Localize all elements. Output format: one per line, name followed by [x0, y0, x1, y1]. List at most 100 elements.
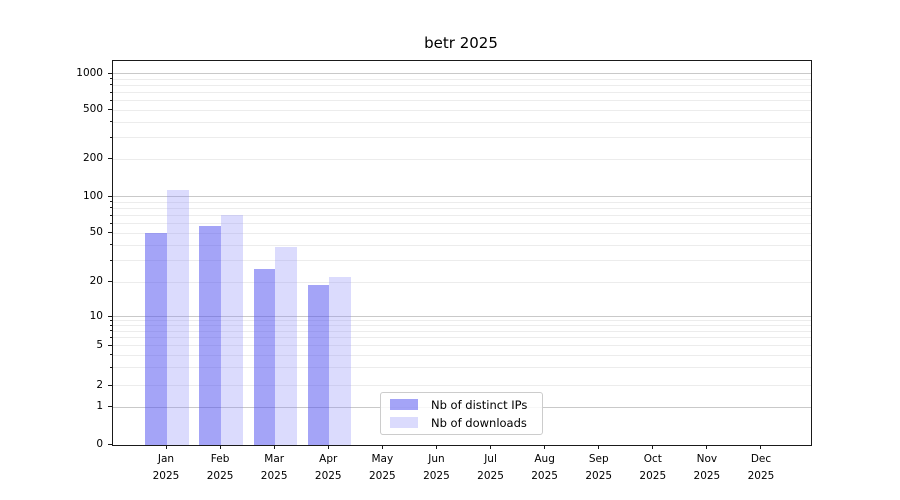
bar-downloads-feb: [221, 215, 243, 445]
xtick-mark-jun: [435, 445, 437, 449]
bar-downloads-apr: [329, 277, 351, 445]
legend-row-downloads: Nb of downloads: [390, 416, 542, 430]
legend: Nb of distinct IPs Nb of downloads: [380, 392, 543, 435]
xtick-label-apr: Apr 2025: [314, 453, 342, 482]
ytick-mark-500: [108, 109, 112, 111]
minor-gridline-8: [113, 325, 811, 327]
minor-gridline-50: [113, 233, 811, 234]
ytick-mark-50: [108, 232, 112, 234]
xtick-label-aug: Aug 2025: [531, 453, 558, 482]
minor-gridline-300: [113, 137, 811, 139]
ytick-label-100: 100: [82, 189, 103, 202]
xtick-mark-sep: [598, 445, 600, 449]
xtick-label-nov: Nov 2025: [693, 453, 721, 482]
ytick-minor-mark-6: [110, 336, 112, 338]
ytick-label-5: 5: [96, 338, 103, 351]
xtick-label-jan: Jan 2025: [152, 453, 180, 482]
xtick-mark-nov: [706, 445, 708, 449]
ytick-minor-mark-900: [110, 78, 112, 80]
ytick-mark-2: [108, 384, 112, 386]
minor-gridline-30: [113, 260, 811, 262]
ytick-minor-mark-9: [110, 319, 112, 321]
xtick-mark-jul: [490, 445, 492, 449]
ytick-minor-mark-3: [110, 366, 112, 368]
ytick-label-10: 10: [89, 309, 103, 322]
minor-gridline-90: [113, 201, 811, 203]
minor-gridline-800: [113, 84, 811, 86]
xtick-label-sep: Sep 2025: [585, 453, 613, 482]
ytick-minor-mark-40: [110, 244, 112, 246]
ytick-minor-mark-600: [110, 99, 112, 101]
ytick-label-200: 200: [82, 152, 103, 165]
minor-gridline-400: [113, 121, 811, 123]
xtick-label-oct: Oct 2025: [639, 453, 667, 482]
ytick-minor-mark-80: [110, 207, 112, 209]
ytick-mark-10: [108, 315, 112, 317]
plot-area: Nb of distinct IPs Nb of downloads: [112, 60, 812, 446]
ytick-mark-1000: [108, 72, 112, 74]
minor-gridline-200: [113, 159, 811, 160]
ytick-minor-mark-300: [110, 136, 112, 138]
minor-gridline-600: [113, 100, 811, 102]
xtick-label-feb: Feb 2025: [206, 453, 234, 482]
ytick-minor-mark-90: [110, 201, 112, 203]
bar-downloads-mar: [275, 247, 297, 445]
xtick-mark-jan: [165, 445, 167, 449]
xtick-label-may: May 2025: [368, 453, 396, 482]
xtick-mark-dec: [760, 445, 762, 449]
ytick-minor-mark-700: [110, 91, 112, 93]
ytick-mark-1: [108, 406, 112, 408]
major-gridline-1000: [113, 73, 811, 75]
minor-gridline-4: [113, 354, 811, 356]
minor-gridline-40: [113, 244, 811, 246]
ytick-minor-mark-400: [110, 121, 112, 123]
minor-gridline-9: [113, 320, 811, 322]
ytick-label-1000: 1000: [76, 66, 103, 79]
minor-gridline-2: [113, 385, 811, 387]
xtick-label-jul: Jul 2025: [477, 453, 504, 482]
xtick-label-jun: Jun 2025: [423, 453, 450, 482]
major-gridline-100: [113, 196, 811, 198]
ytick-mark-20: [108, 280, 112, 282]
ytick-mark-0: [108, 443, 112, 445]
xtick-mark-feb: [219, 445, 221, 449]
bar-downloads-jan: [167, 189, 189, 445]
ytick-label-20: 20: [89, 274, 103, 287]
bar-distinct-ips-feb: [199, 226, 222, 445]
ytick-minor-mark-4: [110, 354, 112, 356]
chart-title: betr 2025: [424, 34, 498, 52]
ytick-label-0: 0: [96, 437, 103, 450]
minor-gridline-700: [113, 92, 811, 94]
minor-gridline-70: [113, 215, 811, 217]
bar-distinct-ips-apr: [307, 285, 330, 445]
legend-row-distinct-ips: Nb of distinct IPs: [390, 398, 542, 412]
ytick-minor-mark-70: [110, 214, 112, 216]
ytick-minor-mark-30: [110, 259, 112, 261]
legend-label-downloads: Nb of downloads: [431, 415, 527, 430]
xtick-mark-aug: [544, 445, 546, 449]
minor-gridline-20: [113, 281, 811, 283]
minor-gridline-60: [113, 223, 811, 225]
ytick-label-50: 50: [89, 226, 103, 239]
ytick-mark-5: [108, 344, 112, 346]
ytick-minor-mark-800: [110, 84, 112, 86]
minor-gridline-900: [113, 78, 811, 80]
bar-distinct-ips-jan: [145, 232, 167, 445]
ytick-minor-mark-8: [110, 324, 112, 326]
minor-gridline-5: [113, 345, 811, 347]
bar-distinct-ips-mar: [253, 268, 276, 445]
minor-gridline-6: [113, 337, 811, 339]
xtick-label-dec: Dec 2025: [747, 453, 775, 482]
xtick-label-mar: Mar 2025: [260, 453, 288, 482]
ytick-minor-mark-7: [110, 330, 112, 332]
xtick-mark-mar: [273, 445, 275, 449]
ytick-label-1: 1: [96, 400, 103, 413]
ytick-label-2: 2: [96, 378, 103, 391]
minor-gridline-500: [113, 110, 811, 111]
ytick-label-500: 500: [82, 103, 103, 116]
minor-gridline-7: [113, 330, 811, 332]
legend-swatch-distinct-ips: [390, 399, 418, 410]
legend-label-distinct-ips: Nb of distinct IPs: [431, 397, 528, 412]
minor-gridline-3: [113, 367, 811, 369]
